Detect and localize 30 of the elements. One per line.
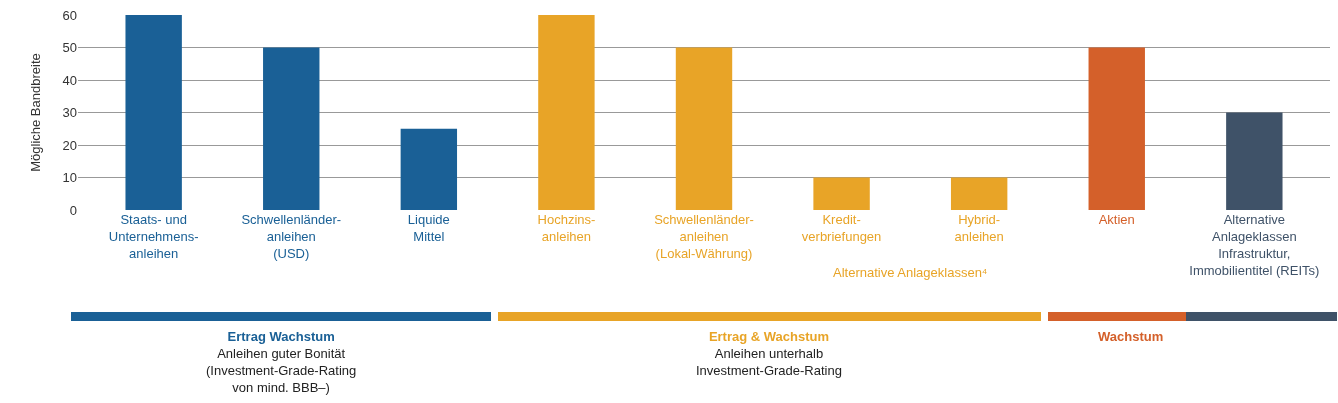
y-tick-label: 0 — [69, 202, 77, 218]
text: Ertrag Wachstum Anleihen guter Bonität (Investment-Grade-Rating von mind. BBB–) — [206, 329, 357, 395]
bar — [538, 15, 595, 210]
y-tick-label: 40 — [62, 72, 77, 88]
y-tick-label: 30 — [62, 105, 77, 121]
x-tick-label: Hybrid- anleihen — [954, 212, 1004, 244]
text: Ertrag & Wachstum Anleihen unterhalb Investment-Grade-Rating — [696, 329, 842, 378]
bar — [1226, 112, 1283, 210]
y-axis-title: Mögliche Bandbreite — [28, 53, 44, 172]
bar — [813, 177, 870, 210]
bar — [125, 15, 182, 210]
x-tick-label: Hochzins- anleihen — [537, 212, 596, 244]
x-tick-label: Kredit- verbriefungen — [801, 212, 882, 244]
bar — [263, 47, 320, 210]
bar — [675, 47, 733, 210]
x-tick-label: Schwellenländer- anleihen (Lokal-Währung) — [654, 212, 754, 261]
x-tick-label: Staats- und Unternehmens- anleihen — [108, 212, 199, 261]
text: Wachstum — [1098, 329, 1164, 344]
x-tick-label: Alternative Anlageklassen Infrastruktur, Immobilientitel (REITs) — [1189, 212, 1320, 278]
bar — [400, 128, 458, 210]
y-tick-label: 20 — [62, 137, 77, 153]
x-tick-label: Liquide Mittel — [407, 212, 450, 244]
text: Alternative Anlageklassen⁴ — [833, 265, 988, 280]
x-tick-label: Aktien — [1098, 212, 1135, 227]
y-tick-label: 60 — [62, 7, 77, 23]
y-tick-label: 10 — [62, 170, 77, 186]
bar — [1088, 47, 1145, 210]
bar — [950, 177, 1008, 210]
x-tick-label: Schwellenländer- anleihen (USD) — [241, 212, 342, 261]
y-tick-label: 50 — [62, 40, 77, 56]
